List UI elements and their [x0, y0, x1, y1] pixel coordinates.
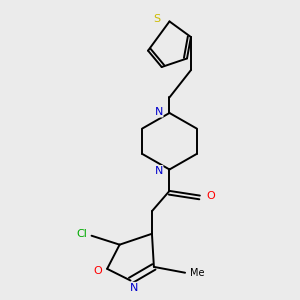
Text: Me: Me [190, 268, 204, 278]
Text: Cl: Cl [76, 229, 87, 239]
Text: S: S [154, 14, 160, 25]
Text: N: N [154, 107, 163, 117]
Text: N: N [154, 166, 163, 176]
Text: O: O [206, 190, 215, 201]
Text: N: N [130, 283, 139, 292]
Text: O: O [93, 266, 102, 276]
